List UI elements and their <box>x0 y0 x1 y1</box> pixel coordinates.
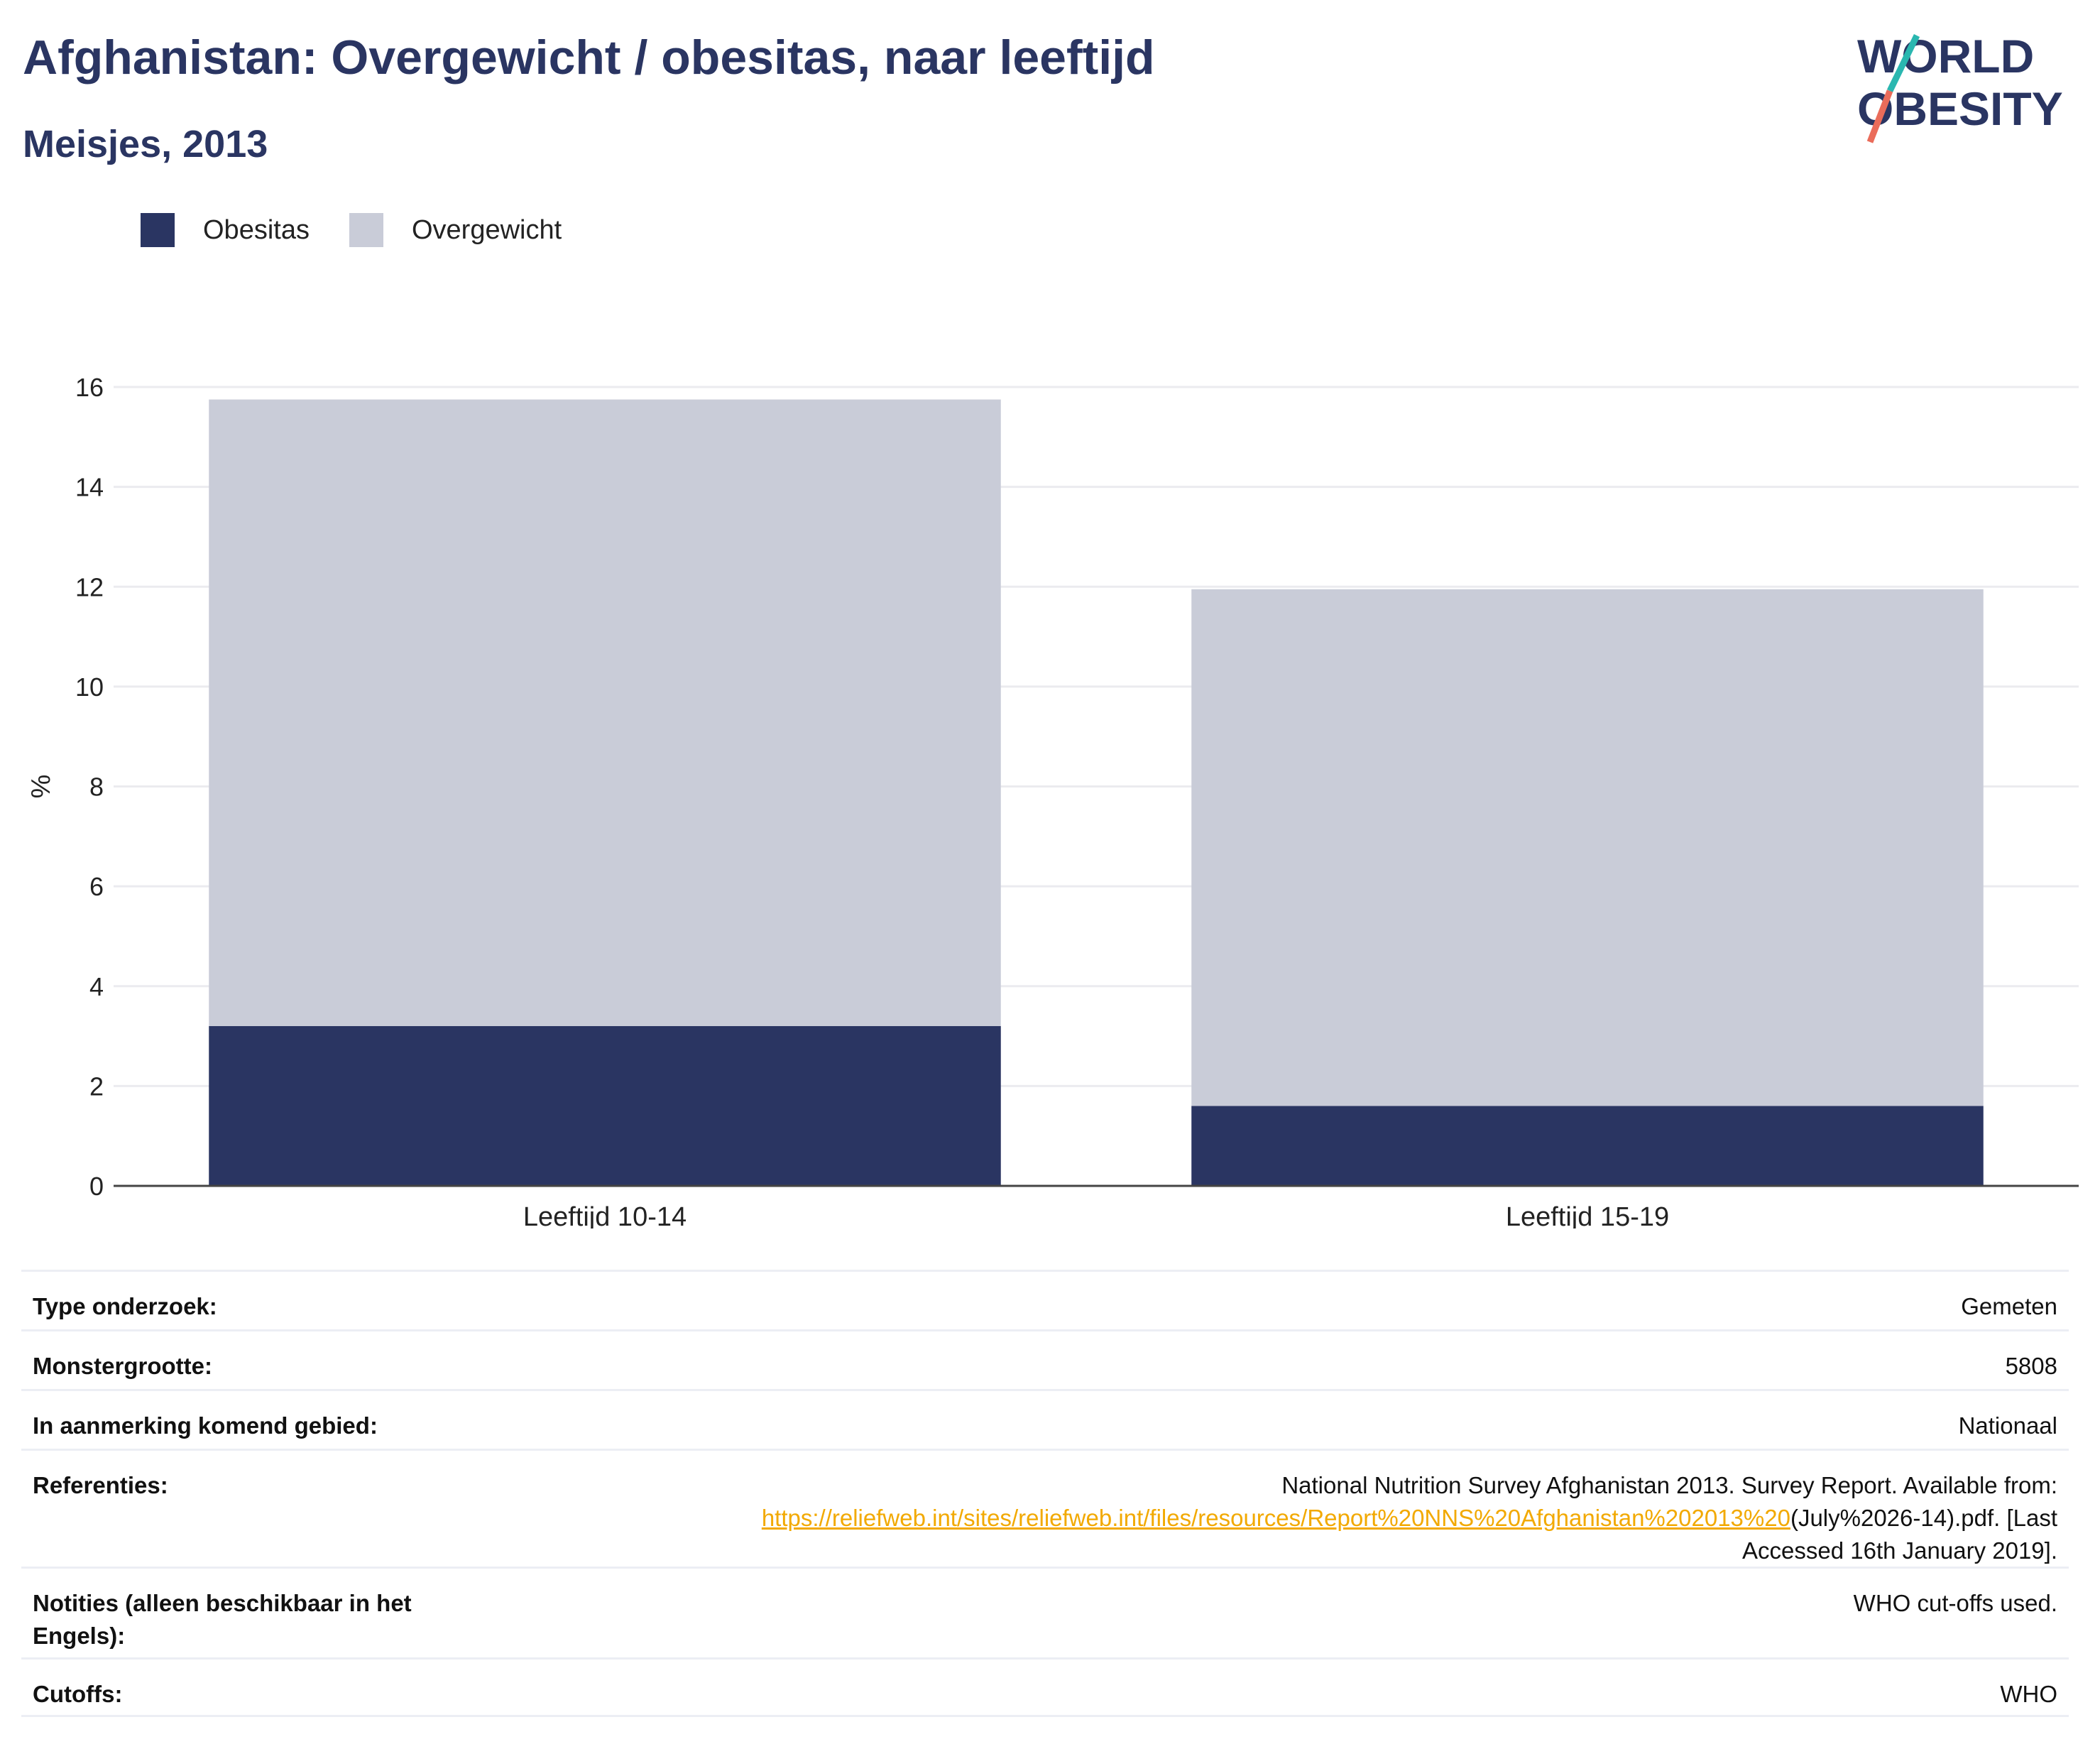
info-value-cutoffs: WHO <box>2000 1681 2057 1707</box>
chart-subtitle: Meisjes, 2013 <box>23 123 268 165</box>
y-tick-label: 14 <box>75 473 104 502</box>
world-obesity-logo: WORLD OBESITY <box>1857 30 2063 143</box>
chart-legend: Obesitas Overgewicht <box>141 213 601 247</box>
y-tick-label: 6 <box>89 872 104 901</box>
info-value-notes: WHO cut-offs used. <box>1853 1590 2057 1616</box>
info-label-sample-size: Monstergrootte: <box>33 1353 212 1379</box>
info-value-area: Nationaal <box>1958 1412 2057 1439</box>
y-tick-label: 16 <box>75 373 104 402</box>
reference-text: National Nutrition Survey Afghanistan 20… <box>1281 1472 2057 1498</box>
logo-line1: WORLD <box>1857 30 2034 82</box>
legend-item-obesitas[interactable]: Obesitas <box>141 213 310 247</box>
info-row-type: Type onderzoek: Gemeten <box>21 1270 2069 1329</box>
y-tick-label: 0 <box>89 1172 104 1201</box>
logo-teal-slash <box>1886 34 1920 92</box>
bar-obesitas-0 <box>209 1026 1001 1186</box>
x-tick-label: Leeftijd 10-14 <box>523 1202 687 1228</box>
y-tick-label: 2 <box>89 1072 104 1101</box>
chart-title: Afghanistan: Overgewicht / obesitas, naa… <box>23 31 1155 85</box>
info-label-notes: Notities (alleen beschikbaar in het Enge… <box>33 1590 412 1649</box>
stacked-bar-chart: 0 2 4 6 8 10 12 14 16% Leeftijd 10-14 Leeftijd 15-… <box>26 373 2079 1228</box>
logo-coral-slash <box>1866 89 1893 143</box>
info-row-references: Referenties: National Nutrition Survey A… <box>21 1449 2069 1567</box>
info-row-cutoffs: Cutoffs: WHO <box>21 1657 2069 1717</box>
info-value-sample-size: 5808 <box>2005 1353 2057 1379</box>
y-tick-label: 4 <box>89 972 104 1001</box>
y-tick-label: 12 <box>75 572 104 601</box>
info-value-references: National Nutrition Survey Afghanistan 20… <box>762 1469 2057 1567</box>
x-tick-label: Leeftijd 15-19 <box>1506 1202 1669 1228</box>
info-value-type: Gemeten <box>1961 1293 2057 1319</box>
info-label-type: Type onderzoek: <box>33 1293 217 1319</box>
legend-item-overgewicht[interactable]: Overgewicht <box>349 213 562 247</box>
y-tick-label: 10 <box>75 672 104 702</box>
info-row-area: In aanmerking komend gebied: Nationaal <box>21 1389 2069 1449</box>
legend-label-obesitas: Obesitas <box>203 214 310 245</box>
bar-obesitas-1 <box>1191 1106 1984 1186</box>
legend-label-overgewicht: Overgewicht <box>411 214 562 245</box>
info-row-notes: Notities (alleen beschikbaar in het Enge… <box>21 1567 2069 1657</box>
y-tick-label: 8 <box>89 773 104 802</box>
legend-swatch-obesitas <box>141 213 175 247</box>
legend-swatch-overgewicht <box>349 213 383 247</box>
info-row-sample-size: Monstergrootte: 5808 <box>21 1329 2069 1389</box>
info-label-cutoffs: Cutoffs: <box>33 1681 123 1707</box>
survey-info-table: Type onderzoek: Gemeten Monstergrootte: … <box>21 1270 2069 1717</box>
reference-link-suffix: (July%2026-14).pdf. [Last <box>1790 1505 2057 1531</box>
y-axis-label: % <box>26 775 56 799</box>
bar-overgewicht-1 <box>1191 589 1984 1106</box>
reference-accessed: Accessed 16th January 2019]. <box>1742 1537 2057 1564</box>
info-label-references: Referenties: <box>33 1472 168 1498</box>
reference-link[interactable]: https://reliefweb.int/sites/reliefweb.in… <box>761 1505 1790 1531</box>
info-label-area: In aanmerking komend gebied: <box>33 1412 378 1439</box>
bar-overgewicht-0 <box>209 399 1001 1026</box>
